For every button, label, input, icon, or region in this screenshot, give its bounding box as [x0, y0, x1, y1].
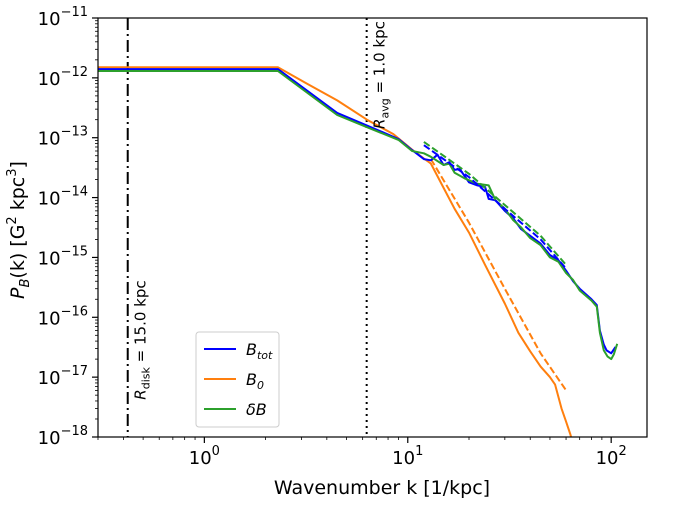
y-tick-label: 10−16	[38, 304, 88, 329]
series-dB	[98, 70, 619, 361]
x-tick-label: 100	[189, 444, 220, 469]
legend-label: δB	[246, 400, 267, 419]
svg-text:PB(k) [G2 kpc3]: PB(k) [G2 kpc3]	[5, 161, 33, 299]
vline-label-1: Ravg = 1.0 kpc	[371, 21, 392, 129]
y-tick-label: 10−17	[38, 364, 88, 389]
x-axis-label: Wavenumber k [1/kpc]	[274, 477, 490, 499]
y-tick-label: 10−15	[38, 244, 88, 269]
plot-area: Rdisk = 15.0 kpc Ravg = 1.0 kpc	[98, 18, 619, 437]
legend-label: Btot	[246, 340, 273, 362]
y-tick-label: 10−12	[38, 65, 88, 90]
series-B0	[98, 66, 573, 437]
legend: Btot B0 δB	[195, 331, 280, 428]
plot-frame	[97, 17, 648, 438]
legend-label: B0	[246, 370, 264, 392]
vline-label-0: Rdisk = 15.0 kpc	[132, 280, 153, 399]
y-tick-label: 10−13	[38, 125, 88, 150]
series-Btot	[98, 68, 617, 355]
x-tick-label: 102	[596, 444, 627, 469]
legend-box	[195, 331, 280, 428]
series-B0-fit	[430, 158, 567, 391]
x-tick-label: 101	[392, 444, 423, 469]
series-Btot-fit	[423, 144, 567, 270]
y-tick-label: 10−18	[38, 424, 88, 449]
y-tick-label: 10−14	[38, 185, 88, 210]
y-axis-label: PB(k) [G2 kpc3]	[5, 161, 33, 299]
axes: 10−11 10−12 10−13 10−14 10−15 10−16 10−17 10−18…	[38, 5, 648, 469]
y-tick-label: 10−11	[38, 5, 88, 30]
series-dB-fit	[423, 141, 567, 266]
